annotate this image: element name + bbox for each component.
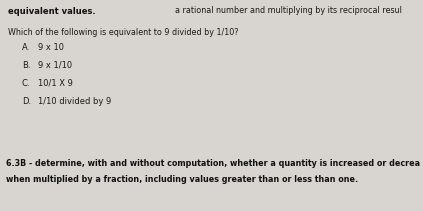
Text: 9 x 1/10: 9 x 1/10 <box>38 61 72 70</box>
Text: 9 x 10: 9 x 10 <box>38 43 64 52</box>
Text: when multiplied by a fraction, including values greater than or less than one.: when multiplied by a fraction, including… <box>6 175 358 184</box>
Text: 6.3B - determine, with and without computation, whether a quantity is increased : 6.3B - determine, with and without compu… <box>6 159 420 168</box>
Text: a rational number and multiplying by its reciprocal resul: a rational number and multiplying by its… <box>175 6 402 15</box>
Text: Which of the following is equivalent to 9 divided by 1/10?: Which of the following is equivalent to … <box>8 28 239 37</box>
Text: B.: B. <box>22 61 30 70</box>
Text: C.: C. <box>22 79 30 88</box>
Text: 10/1 X 9: 10/1 X 9 <box>38 79 73 88</box>
Text: D.: D. <box>22 97 31 106</box>
Text: 1/10 divided by 9: 1/10 divided by 9 <box>38 97 111 106</box>
Text: A.: A. <box>22 43 30 52</box>
Text: equivalent values.: equivalent values. <box>8 7 96 16</box>
